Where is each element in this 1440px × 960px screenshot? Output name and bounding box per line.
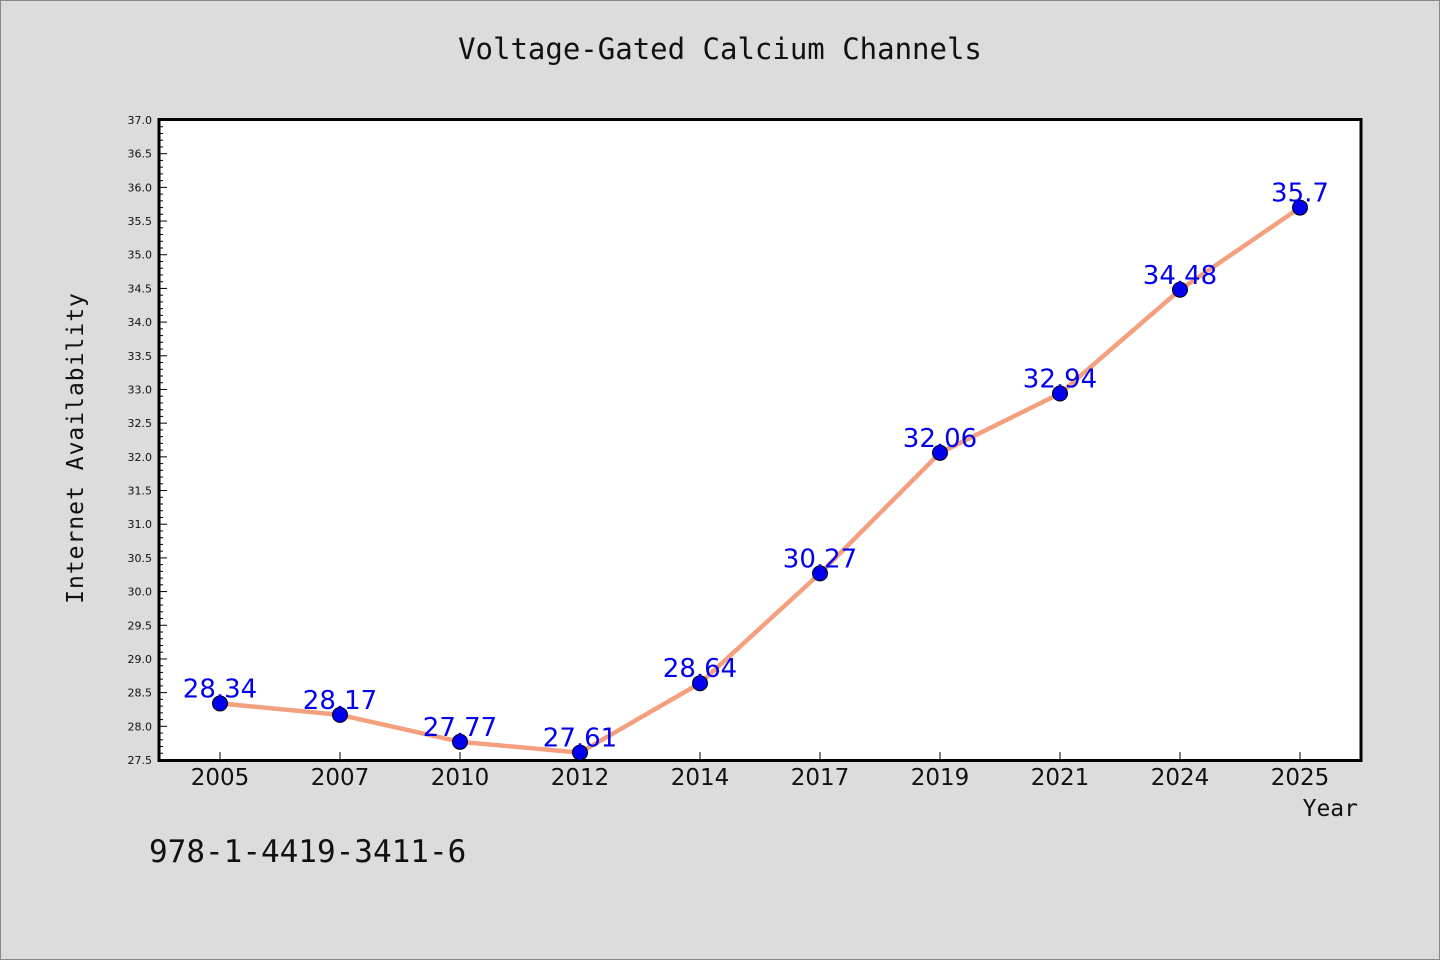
y-tick-label: 36.0	[128, 181, 153, 194]
y-tick-label: 29.5	[128, 619, 153, 632]
y-tick-label: 31.5	[128, 485, 153, 498]
plot-area	[157, 118, 1363, 762]
chart-title: Voltage-Gated Calcium Channels	[458, 32, 982, 66]
data-label: 28.17	[303, 686, 377, 716]
data-label: 30.27	[783, 544, 857, 574]
y-axis: 27.5 28.0 28.5 29.0 29.5 30.0 30.5 31.0 31.5 32.0…	[128, 114, 167, 767]
y-tick-label: 28.0	[128, 720, 153, 733]
y-tick-label: 29.0	[128, 653, 153, 666]
series-group: 28.34 28.17 27.77 27.61 28.64 30.27 32.06 32.94…	[183, 179, 1329, 761]
isbn-annotation: 978-1-4419-3411-6	[149, 834, 467, 870]
data-point-marker	[692, 675, 708, 692]
y-tick-label: 34.5	[128, 282, 153, 295]
x-tick-label: 2025	[1271, 765, 1330, 791]
y-tick-label: 28.5	[128, 687, 153, 700]
x-axis-label: Year	[1302, 796, 1358, 822]
y-tick-label: 30.5	[128, 552, 153, 565]
data-label: 32.06	[903, 424, 977, 454]
y-tick-label: 35.5	[128, 215, 153, 228]
y-tick-label: 33.5	[128, 350, 153, 363]
y-tick-label: 33.0	[128, 383, 153, 396]
x-tick-label: 2024	[1151, 765, 1210, 791]
data-point-marker	[932, 444, 948, 461]
data-point-marker	[1052, 385, 1068, 402]
y-tick-label: 37.0	[128, 114, 153, 127]
y-tick-label: 32.5	[128, 417, 153, 430]
data-label: 27.61	[543, 724, 617, 754]
series-line	[217, 205, 1303, 755]
x-tick-label: 2007	[311, 765, 370, 791]
data-label: 28.64	[663, 654, 737, 684]
data-point-marker	[1172, 281, 1188, 298]
y-tick-label: 35.0	[128, 249, 153, 262]
y-tick-label: 32.0	[128, 451, 153, 464]
data-point-marker	[812, 565, 828, 582]
y-tick-label: 30.0	[128, 586, 153, 599]
y-tick-label: 36.5	[128, 148, 153, 161]
x-axis: 2005 2007 2010 2012 2014 2017 2019 2021 2024 2025	[191, 752, 1330, 791]
data-point-marker	[572, 744, 588, 761]
y-tick-label: 27.5	[128, 754, 153, 767]
y-tick-label: 34.0	[128, 316, 153, 329]
data-label: 28.34	[183, 674, 257, 704]
data-point-marker	[452, 733, 468, 750]
data-point-marker	[1292, 199, 1308, 216]
x-tick-label: 2010	[431, 765, 490, 791]
data-label: 35.7	[1271, 179, 1329, 209]
x-tick-label: 2014	[671, 765, 730, 791]
x-tick-label: 2021	[1031, 765, 1090, 791]
data-label: 32.94	[1023, 365, 1097, 395]
data-label: 34.48	[1143, 261, 1217, 291]
x-tick-label: 2005	[191, 765, 250, 791]
data-point-marker	[212, 695, 228, 712]
x-tick-label: 2012	[551, 765, 610, 791]
data-point-marker	[332, 706, 348, 723]
x-tick-label: 2017	[791, 765, 850, 791]
x-tick-label: 2019	[911, 765, 970, 791]
y-tick-label: 31.0	[128, 518, 153, 531]
data-label: 27.77	[423, 713, 497, 743]
